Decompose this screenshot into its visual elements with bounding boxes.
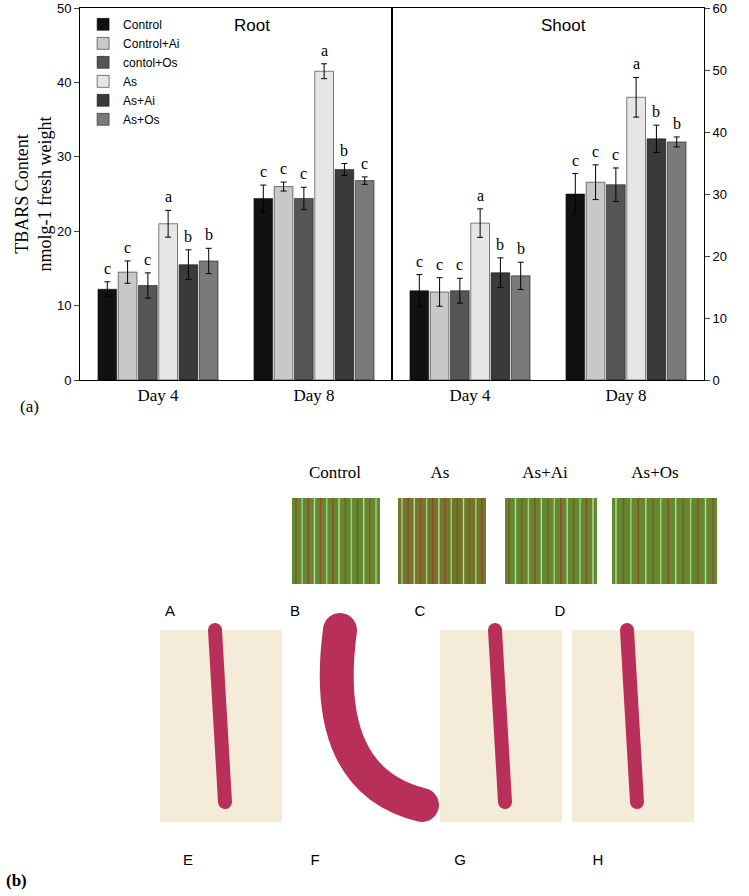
svg-text:Control+Ai: Control+Ai <box>123 37 179 51</box>
svg-text:Day 8: Day 8 <box>605 386 646 405</box>
svg-text:As+Os: As+Os <box>123 113 159 127</box>
svg-text:c: c <box>592 143 599 160</box>
svg-text:G: G <box>454 851 466 868</box>
svg-text:30: 30 <box>57 149 71 164</box>
svg-text:b: b <box>496 236 504 253</box>
svg-text:b: b <box>652 103 660 120</box>
svg-text:Control: Control <box>309 463 361 482</box>
svg-text:B: B <box>290 602 300 619</box>
svg-text:c: c <box>280 160 287 177</box>
svg-text:A: A <box>165 602 175 619</box>
svg-text:c: c <box>300 165 307 182</box>
svg-text:a: a <box>321 42 328 59</box>
svg-text:b: b <box>184 228 192 245</box>
svg-text:60: 60 <box>713 1 727 16</box>
svg-text:40: 40 <box>713 125 727 140</box>
svg-text:b: b <box>205 226 213 243</box>
svg-text:D: D <box>555 602 566 619</box>
svg-text:As+Ai: As+Ai <box>123 94 155 108</box>
svg-text:c: c <box>456 256 463 273</box>
svg-text:As: As <box>431 463 450 482</box>
svg-text:20: 20 <box>713 249 727 264</box>
svg-text:b: b <box>673 115 681 132</box>
svg-text:E: E <box>183 851 193 868</box>
svg-text:c: c <box>124 239 131 256</box>
svg-text:Day 4: Day 4 <box>449 386 491 405</box>
svg-text:30: 30 <box>713 187 727 202</box>
svg-text:c: c <box>104 260 111 277</box>
svg-text:Day 8: Day 8 <box>293 386 334 405</box>
svg-text:c: c <box>361 155 368 172</box>
svg-text:Shoot: Shoot <box>541 16 586 35</box>
svg-text:10: 10 <box>713 311 727 326</box>
svg-text:TBARS Contentnmolg-1 fresh wei: TBARS Contentnmolg-1 fresh weight <box>12 117 55 272</box>
svg-text:c: c <box>260 163 267 180</box>
svg-text:H: H <box>593 851 604 868</box>
svg-text:50: 50 <box>713 63 727 78</box>
svg-text:(b): (b) <box>6 871 27 890</box>
svg-text:c: c <box>436 256 443 273</box>
svg-text:b: b <box>340 142 348 159</box>
svg-text:a: a <box>165 188 172 205</box>
svg-text:As: As <box>123 75 137 89</box>
svg-text:c: c <box>612 146 619 163</box>
svg-text:(a): (a) <box>20 397 39 416</box>
svg-text:Day 4: Day 4 <box>137 386 179 405</box>
svg-text:a: a <box>477 187 484 204</box>
svg-text:As+Ai: As+Ai <box>522 463 568 482</box>
svg-text:b: b <box>517 240 525 257</box>
svg-text:20: 20 <box>57 224 71 239</box>
svg-text:50: 50 <box>57 1 71 16</box>
svg-text:a: a <box>633 55 640 72</box>
svg-text:10: 10 <box>57 298 71 313</box>
svg-text:Control: Control <box>123 18 162 32</box>
svg-text:c: c <box>144 251 151 268</box>
svg-text:Root: Root <box>234 16 270 35</box>
svg-text:c: c <box>416 253 423 270</box>
svg-text:contol+Os: contol+Os <box>123 56 177 70</box>
svg-text:0: 0 <box>713 373 720 388</box>
svg-text:C: C <box>415 602 426 619</box>
svg-text:c: c <box>572 152 579 169</box>
svg-text:40: 40 <box>57 75 71 90</box>
svg-text:0: 0 <box>64 373 71 388</box>
svg-text:F: F <box>310 851 319 868</box>
svg-text:As+Os: As+Os <box>631 463 678 482</box>
